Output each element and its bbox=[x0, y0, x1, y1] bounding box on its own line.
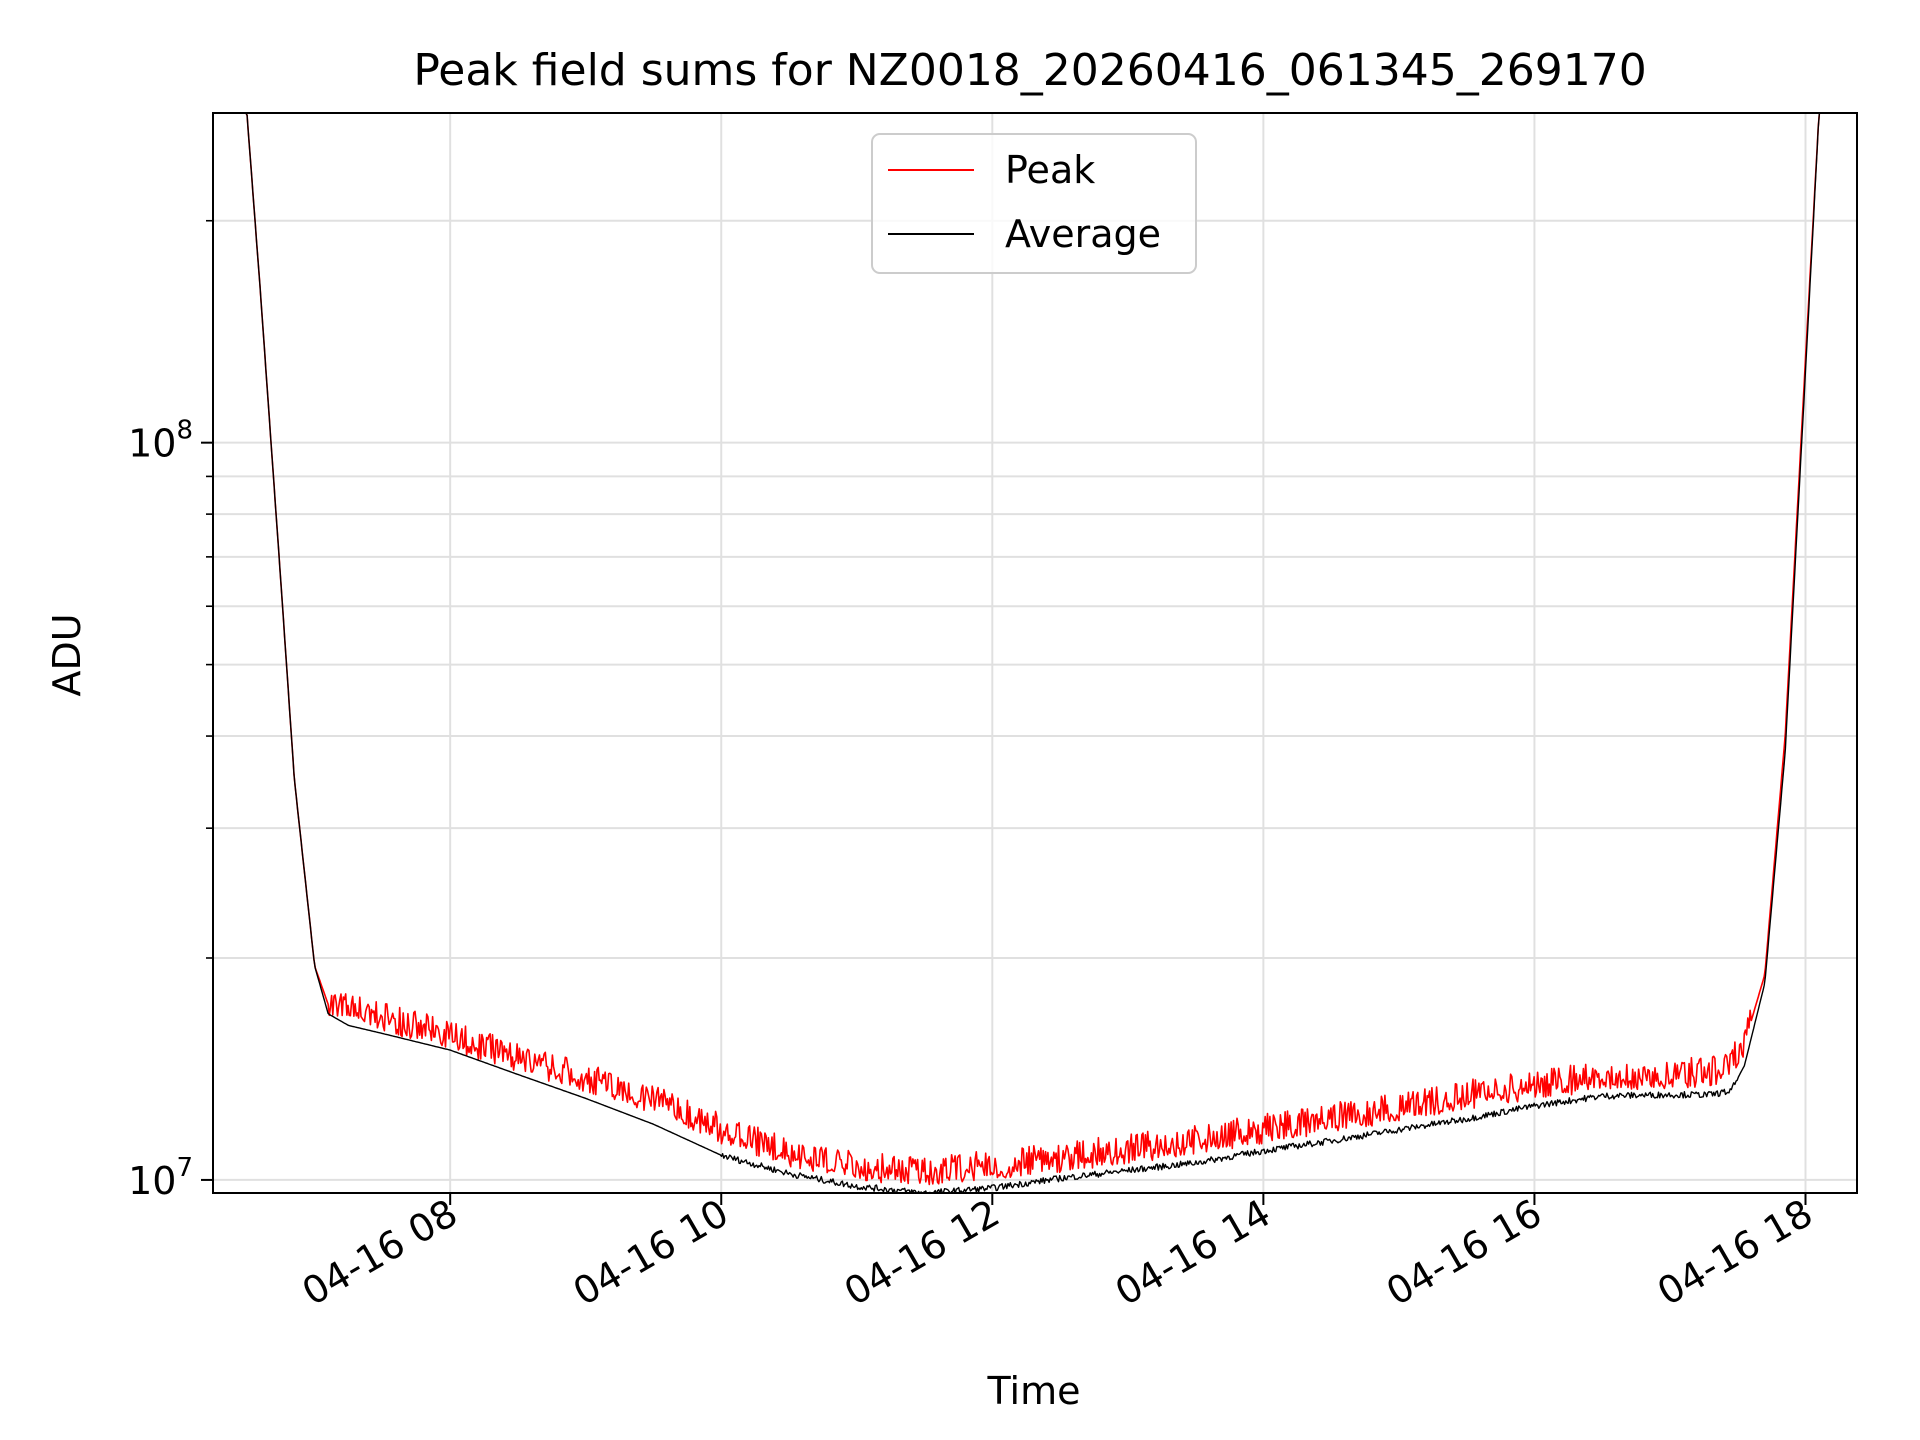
plot-frame bbox=[212, 112, 1858, 1194]
grid bbox=[213, 113, 1857, 1193]
series-line-peak bbox=[213, 113, 1857, 1186]
y-tick-label-base: 10 bbox=[128, 1159, 176, 1203]
legend-average-label: Average bbox=[1005, 212, 1161, 256]
series-line-average bbox=[213, 113, 1857, 1193]
chart-title: Peak field sums for NZ0018_20260416_0613… bbox=[413, 45, 1646, 96]
y-tick-label-exponent: 7 bbox=[176, 1153, 193, 1183]
legend: Peak Average bbox=[871, 133, 1197, 274]
series-layer bbox=[213, 113, 1857, 1193]
legend-peak-label: Peak bbox=[1005, 148, 1095, 192]
legend-box bbox=[871, 133, 1197, 274]
y-tick-label: 108 bbox=[128, 416, 193, 466]
y-tick-label-exponent: 8 bbox=[176, 416, 193, 446]
y-tick-label: 107 bbox=[128, 1153, 193, 1203]
x-axis-label: Time bbox=[987, 1369, 1081, 1413]
y-axis-label: ADU bbox=[45, 613, 89, 696]
y-tick-label-base: 10 bbox=[128, 422, 176, 466]
